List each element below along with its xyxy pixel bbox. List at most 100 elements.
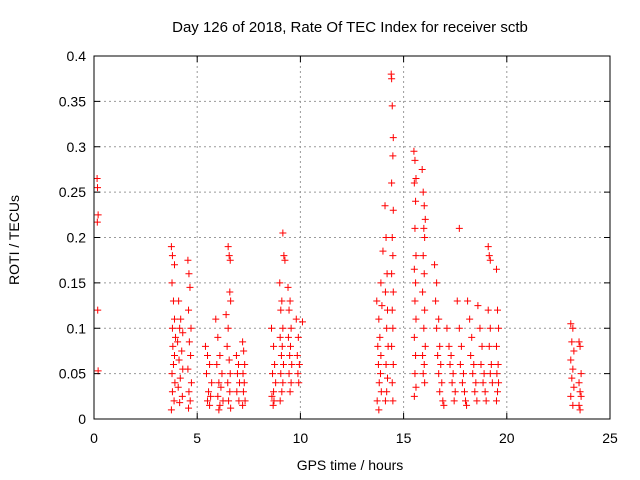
data-point (410, 179, 418, 187)
data-point (576, 342, 584, 350)
data-point (171, 379, 179, 387)
data-point (388, 234, 396, 241)
data-point (439, 397, 447, 405)
data-point (205, 388, 213, 396)
data-point (410, 333, 418, 341)
data-point (277, 370, 285, 378)
data-point (388, 306, 396, 314)
data-point (569, 401, 577, 409)
data-point (455, 224, 463, 232)
y-axis-label: ROTI / TECUs (6, 195, 22, 285)
data-point (284, 333, 292, 341)
data-point (285, 370, 293, 378)
data-point (375, 406, 383, 414)
data-point (284, 283, 292, 291)
data-point (373, 297, 381, 305)
data-point (411, 370, 419, 378)
data-point (410, 392, 418, 400)
x-axis-label: GPS time / hours (297, 457, 404, 473)
data-point (568, 374, 576, 382)
data-point (575, 338, 583, 346)
data-point (168, 370, 176, 378)
data-point (412, 351, 420, 359)
data-point (215, 379, 223, 387)
data-point (420, 324, 428, 332)
data-point (168, 252, 176, 260)
data-point (421, 379, 429, 387)
data-point (431, 261, 439, 269)
data-point (464, 297, 472, 305)
data-point (419, 288, 427, 296)
data-point (495, 379, 503, 387)
data-point (174, 383, 182, 391)
data-point (279, 229, 287, 237)
data-point (217, 383, 225, 391)
data-point (567, 320, 575, 328)
data-point (478, 342, 486, 350)
y-tick-label: 0.2 (67, 230, 87, 246)
data-point (279, 324, 287, 332)
data-point (212, 315, 220, 323)
data-point (485, 342, 493, 350)
data-point (239, 370, 247, 378)
data-point (576, 406, 584, 414)
data-point (470, 361, 478, 369)
data-point (472, 379, 480, 387)
data-point (176, 399, 184, 407)
data-point (377, 351, 385, 359)
grid-lines (94, 56, 610, 419)
data-point (438, 379, 446, 387)
data-point (577, 370, 585, 378)
data-point (447, 351, 455, 359)
data-points (93, 70, 585, 414)
data-point (376, 370, 384, 378)
data-point (294, 370, 302, 378)
data-point (268, 392, 276, 400)
data-point (241, 361, 249, 369)
data-point (286, 297, 294, 305)
data-point (224, 324, 232, 332)
data-point (383, 324, 391, 332)
data-point (411, 156, 419, 164)
x-tick-label: 5 (193, 430, 201, 446)
data-point (389, 397, 397, 405)
data-point (450, 397, 458, 405)
data-point (389, 324, 397, 332)
data-point (226, 288, 234, 296)
data-point (377, 279, 385, 287)
data-point (433, 324, 441, 332)
data-point (225, 252, 233, 260)
data-point (235, 397, 243, 405)
data-point (381, 202, 389, 210)
data-point (488, 379, 496, 387)
data-point (270, 397, 278, 405)
data-point (187, 351, 195, 359)
data-point (268, 324, 276, 332)
data-point (421, 306, 429, 314)
data-point (570, 347, 578, 355)
data-point (94, 306, 102, 314)
data-point (226, 370, 234, 378)
data-point (484, 243, 492, 251)
data-point (419, 252, 427, 260)
data-point (471, 388, 479, 396)
data-point (487, 361, 495, 369)
data-point (186, 397, 194, 405)
data-point (434, 351, 442, 359)
data-point (185, 306, 193, 314)
data-point (486, 370, 494, 378)
data-point (170, 315, 178, 323)
data-point (388, 75, 396, 83)
data-point (419, 370, 427, 378)
data-point (278, 388, 286, 396)
data-point (277, 351, 285, 359)
data-point (185, 270, 193, 278)
chart-title: Day 126 of 2018, Rate Of TEC Index for r… (172, 19, 528, 36)
data-point (446, 361, 454, 369)
data-point (172, 333, 180, 341)
data-point (575, 401, 583, 409)
data-point (384, 374, 392, 382)
data-point (457, 342, 465, 350)
data-point (388, 270, 396, 278)
